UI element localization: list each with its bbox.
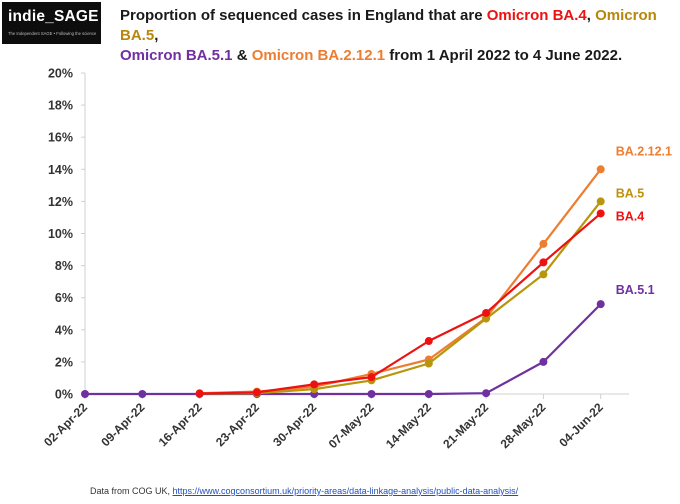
title-sep1: , — [586, 7, 596, 24]
title-ba51: Omicron BA.5.1 — [120, 47, 233, 64]
x-tick-label: 23-Apr-22 — [213, 400, 262, 449]
logo-tagline: The Independent SAGE • Following the sci… — [8, 31, 97, 36]
data-point-ba-5 — [482, 314, 491, 323]
data-point-ba-4 — [424, 337, 433, 346]
footer-prefix: Data from COG UK, — [90, 486, 173, 496]
x-tick-label: 21-May-22 — [440, 400, 491, 451]
data-point-ba-5-1 — [424, 390, 433, 398]
data-point-ba-5 — [424, 359, 433, 368]
title-ba4: Omicron BA.4 — [486, 7, 587, 24]
data-point-ba-5-1 — [81, 390, 89, 398]
source-link[interactable]: https://www.cogconsortium.uk/priority-ar… — [172, 486, 519, 496]
indie-sage-logo: indie_SAGE The Independent SAGE • Follow… — [2, 2, 101, 44]
series-label-ba-5: BA.5 — [616, 186, 645, 200]
y-tick-label: 10% — [48, 227, 73, 241]
title-sep2: , — [154, 27, 159, 44]
series-line-ba-4 — [199, 212, 602, 395]
logo-text: indie_SAGE — [8, 8, 99, 25]
x-tick-label: 30-Apr-22 — [270, 400, 319, 449]
data-point-ba-5-1 — [539, 357, 548, 366]
y-tick-label: 12% — [48, 195, 73, 209]
data-point-ba-5-1 — [596, 300, 605, 309]
y-tick-label: 4% — [55, 323, 73, 337]
data-point-ba-5 — [596, 197, 605, 206]
data-point-ba-2-12-1 — [539, 239, 548, 248]
x-tick-label: 02-Apr-22 — [41, 400, 90, 449]
x-tick-label: 07-May-22 — [326, 400, 377, 451]
data-point-ba-4 — [596, 209, 605, 218]
data-point-ba-2-12-1 — [596, 165, 605, 174]
title-suffix: from 1 April 2022 to 4 June 2022. — [385, 47, 623, 64]
y-tick-label: 14% — [48, 163, 73, 177]
data-point-ba-4 — [482, 308, 491, 317]
y-tick-label: 18% — [48, 99, 73, 113]
x-tick-label: 09-Apr-22 — [98, 400, 147, 449]
data-point-ba-4 — [367, 373, 376, 382]
series-label-ba-4: BA.4 — [616, 209, 645, 223]
y-tick-label: 16% — [48, 131, 73, 145]
series-label-ba-2-12-1: BA.2.12.1 — [616, 144, 672, 158]
data-point-ba-4 — [252, 388, 261, 397]
data-point-ba-4 — [195, 389, 204, 398]
series-line-ba-5-1 — [85, 303, 602, 396]
title-ba5: Omicron BA.5 — [120, 7, 657, 44]
x-tick-label: 04-Jun-22 — [556, 400, 606, 450]
data-source-footer: Data from COG UK, https://www.cogconsort… — [90, 486, 518, 496]
chart-title: Proportion of sequenced cases in England… — [120, 6, 675, 66]
series-line-ba-5 — [199, 200, 602, 395]
y-tick-label: 6% — [55, 291, 73, 305]
data-point-ba-5-1 — [138, 390, 147, 398]
x-tick-label: 28-May-22 — [498, 400, 549, 451]
x-tick-label: 16-Apr-22 — [156, 400, 205, 449]
data-point-ba-5-1 — [367, 390, 376, 398]
series-label-ba-5-1: BA.5.1 — [616, 283, 655, 297]
y-tick-label: 8% — [55, 259, 73, 273]
title-amp: & — [232, 47, 252, 64]
title-ba212: Omicron BA.2.12.1 — [251, 47, 386, 64]
y-tick-label: 20% — [48, 67, 73, 81]
x-tick-label: 14-May-22 — [383, 400, 434, 451]
y-tick-label: 2% — [55, 355, 73, 369]
data-point-ba-4 — [539, 258, 548, 267]
y-tick-label: 0% — [55, 388, 73, 402]
title-prefix: Proportion of sequenced cases in England… — [120, 7, 487, 24]
data-point-ba-4 — [310, 380, 319, 389]
data-point-ba-5-1 — [482, 389, 491, 398]
data-point-ba-5 — [539, 270, 548, 279]
